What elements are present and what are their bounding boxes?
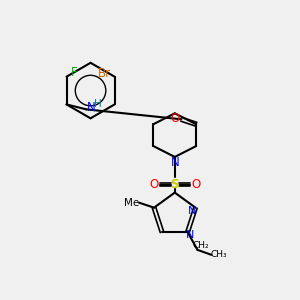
Text: N: N (87, 101, 96, 114)
Text: N: N (170, 156, 179, 170)
Text: N: N (188, 206, 197, 216)
Text: S: S (170, 178, 179, 191)
Text: CH₃: CH₃ (211, 250, 228, 259)
Text: CH₂: CH₂ (192, 242, 209, 250)
Text: O: O (149, 178, 159, 191)
Text: O: O (191, 178, 200, 191)
Text: Me: Me (124, 198, 139, 208)
Text: N: N (186, 230, 195, 240)
Text: O: O (171, 112, 180, 125)
Text: Br: Br (98, 67, 111, 80)
Text: H: H (94, 99, 102, 110)
Text: F: F (71, 66, 78, 79)
